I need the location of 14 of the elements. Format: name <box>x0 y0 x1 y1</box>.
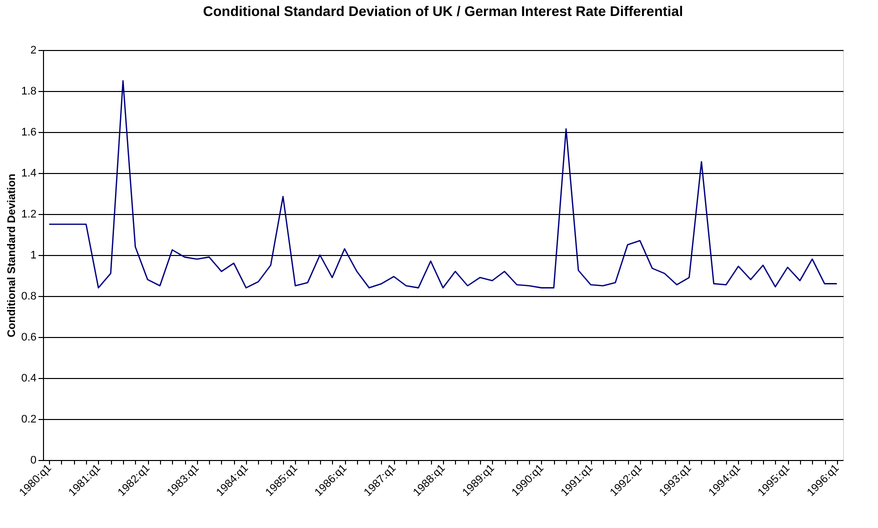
y-tick-label: 0.2 <box>21 414 36 426</box>
y-tick-label: 1.6 <box>21 126 36 138</box>
y-tick-label: 1 <box>30 250 36 262</box>
y-axis-title: Conditional Standard Deviation <box>6 173 18 338</box>
y-tick-label: 1.8 <box>21 86 36 98</box>
y-tick-label: 1.2 <box>21 208 36 220</box>
y-tick-label: 0 <box>30 454 36 466</box>
y-tick-label: 0.4 <box>21 372 36 384</box>
y-tick-label: 0.6 <box>21 332 36 344</box>
y-tick-label: 1.4 <box>21 168 36 180</box>
chart-title: Conditional Standard Deviation of UK / German Interest Rate Differential <box>203 3 683 19</box>
y-tick-label: 0.8 <box>21 290 36 302</box>
y-tick-label: 2 <box>30 44 36 56</box>
line-series <box>48 80 838 288</box>
